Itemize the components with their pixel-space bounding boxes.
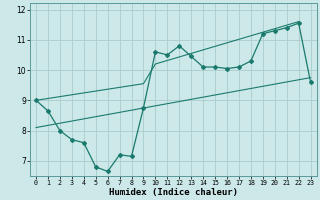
X-axis label: Humidex (Indice chaleur): Humidex (Indice chaleur) <box>109 188 238 197</box>
